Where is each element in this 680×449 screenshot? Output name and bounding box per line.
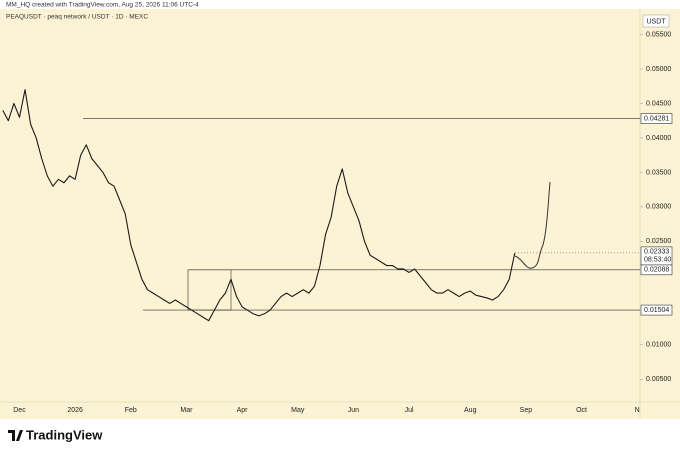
unit-box <box>642 14 670 28</box>
x-tick-label: Dec <box>13 407 26 414</box>
zone-box <box>187 269 232 311</box>
credit: MM_HQ created with TradingView.com, Aug … <box>6 2 199 9</box>
y-tick-label: 0.05000 <box>646 66 671 73</box>
x-tick-label: May <box>291 407 305 414</box>
y-tick-label: 0.04500 <box>646 100 671 107</box>
y-tick-label: 0.03500 <box>646 169 671 176</box>
x-tick-label: Apr <box>237 407 249 414</box>
x-tick-label: Mar <box>180 407 193 414</box>
y-tick-label: 0.00500 <box>646 376 671 383</box>
x-tick-label: Jun <box>348 407 359 414</box>
y-tick-label: 0.03000 <box>646 204 671 211</box>
x-tick-label: Feb <box>125 407 137 414</box>
x-tick-label: 2026 <box>67 407 83 414</box>
countdown-label: 08:53:40 <box>644 257 671 264</box>
projection-drawing <box>514 181 551 269</box>
x-tick-label: Jul <box>405 407 414 414</box>
level-label-box <box>640 304 673 316</box>
brand-logo <box>8 430 23 441</box>
axis-unit: USDT <box>646 18 666 25</box>
level-label: 0.02088 <box>644 267 669 274</box>
level-label-box <box>640 113 673 124</box>
level-label: 0.01504 <box>644 307 669 314</box>
x-tick-label: Aug <box>464 407 477 414</box>
y-tick-label: 0.01000 <box>646 342 671 349</box>
last-price-box <box>640 246 673 266</box>
x-tick-label: Sep <box>520 407 533 414</box>
x-tick-label: N <box>635 407 640 414</box>
x-tick-label: Oct <box>576 407 587 414</box>
y-tick-label: 0.05500 <box>646 31 671 38</box>
plot-background <box>0 9 680 419</box>
level-label: 0.04281 <box>644 115 669 122</box>
symbol-title: PEAQUSDT · peaq network / USDT · 1D · ME… <box>6 14 148 21</box>
brand-name: TradingView <box>26 427 103 442</box>
last-price-label: 0.02333 <box>644 249 669 256</box>
y-tick-label: 0.02500 <box>646 238 671 245</box>
y-tick-label: 0.04000 <box>646 135 671 142</box>
footer-bar <box>0 419 680 449</box>
price-line <box>2 89 516 322</box>
